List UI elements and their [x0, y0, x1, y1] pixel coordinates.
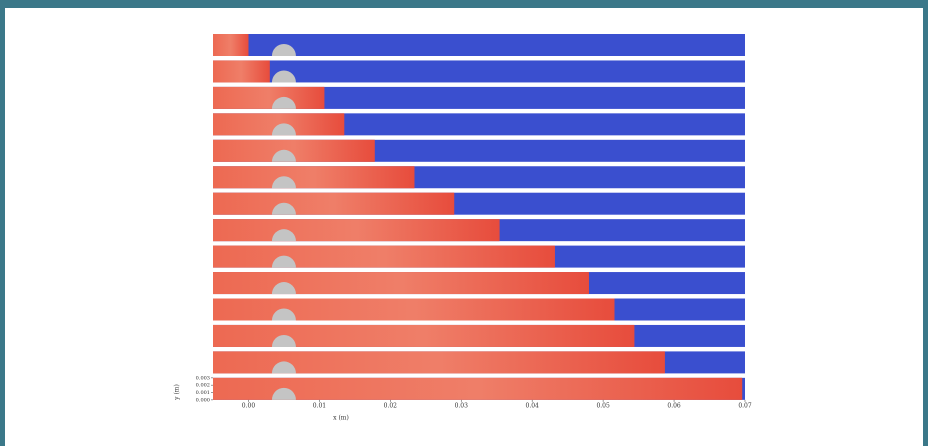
x-tick-label: 0.04 — [526, 402, 540, 409]
flame-texture — [213, 298, 615, 321]
obstacle — [271, 123, 296, 136]
figure-frame: x (m) y (m) 0.00 0.01 0.02 0.03 0.04 0.05 0.06… — [5, 8, 923, 446]
x-tick-label: 0.07 — [738, 402, 752, 409]
obstacle — [271, 202, 296, 215]
flame-texture — [213, 219, 500, 242]
flame-texture — [213, 34, 249, 56]
x-tick-label: 0.01 — [313, 402, 326, 409]
obstacle — [271, 387, 296, 400]
obstacle — [271, 361, 296, 374]
flame-texture — [213, 272, 589, 295]
x-axis-label: x (m) — [333, 415, 349, 422]
unburned-region — [213, 113, 745, 136]
obstacle — [271, 334, 296, 347]
flame-texture — [213, 166, 415, 189]
obstacle — [271, 149, 296, 162]
flame-texture — [213, 192, 455, 215]
obstacle — [271, 44, 296, 56]
y-tick-label: 0.001 — [196, 390, 210, 396]
flame-texture — [213, 86, 325, 109]
x-tick-label: 0.03 — [455, 402, 469, 409]
flame-texture — [213, 60, 270, 83]
obstacle — [271, 176, 296, 189]
obstacle — [271, 70, 296, 83]
flame-texture — [213, 139, 375, 162]
obstacle — [271, 255, 296, 268]
flame-texture — [213, 245, 555, 268]
obstacle — [271, 229, 296, 242]
y-tick-label: 0.003 — [196, 375, 210, 381]
flame-texture — [213, 377, 743, 400]
unburned-region — [213, 86, 745, 109]
x-tick-label: 0.02 — [384, 402, 398, 409]
obstacle — [271, 96, 296, 109]
flame-texture — [213, 324, 635, 347]
x-tick-label: 0.06 — [667, 402, 681, 409]
flame-texture — [213, 113, 345, 136]
y-axis-label: y (m) — [174, 384, 181, 401]
flame-texture — [213, 351, 665, 374]
unburned-region — [213, 34, 745, 56]
chart: x (m) y (m) 0.00 0.01 0.02 0.03 0.04 0.05 0.06… — [174, 34, 752, 422]
y-tick-label: 0.000 — [196, 397, 210, 403]
unburned-region — [213, 60, 745, 83]
x-tick-label: 0.05 — [596, 402, 610, 409]
y-tick-label: 0.002 — [196, 383, 210, 389]
x-tick-label: 0.00 — [242, 402, 256, 409]
obstacle — [271, 282, 296, 295]
obstacle — [271, 308, 296, 321]
